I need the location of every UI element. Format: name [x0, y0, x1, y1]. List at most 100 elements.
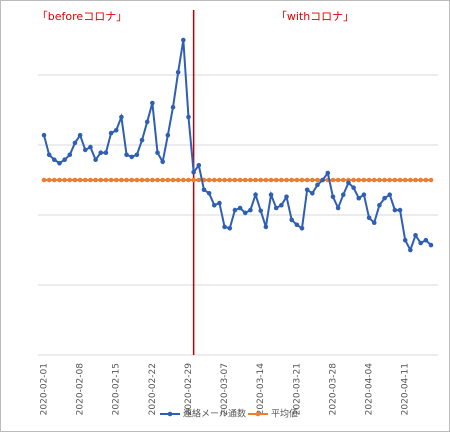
point	[206, 177, 212, 183]
point	[196, 177, 202, 183]
point	[382, 195, 387, 201]
point	[62, 177, 67, 183]
point	[423, 177, 429, 183]
point	[181, 37, 186, 43]
point	[279, 177, 284, 183]
point	[294, 177, 300, 183]
point	[134, 152, 140, 158]
point	[150, 100, 155, 106]
point	[273, 205, 279, 211]
point	[356, 177, 362, 183]
point	[144, 119, 150, 125]
point	[402, 177, 408, 183]
point	[62, 157, 67, 162]
x-tick-label: 2020-02-15	[112, 363, 122, 415]
point	[248, 207, 253, 213]
point	[46, 177, 52, 183]
point	[242, 210, 248, 216]
annotation: 「withコロナ」	[276, 10, 354, 23]
point	[413, 233, 418, 238]
point	[227, 177, 233, 183]
point	[340, 177, 346, 183]
point	[377, 202, 382, 208]
point	[113, 128, 119, 133]
point	[211, 202, 217, 208]
point	[170, 177, 176, 183]
point	[165, 177, 171, 183]
point	[93, 157, 98, 162]
point	[273, 177, 279, 183]
point	[242, 177, 248, 183]
point	[113, 177, 119, 183]
point	[371, 220, 377, 225]
legend-marker	[167, 411, 173, 417]
point	[351, 185, 356, 190]
point	[315, 182, 320, 188]
point	[428, 177, 434, 183]
point	[232, 177, 238, 183]
legend-marker	[255, 411, 261, 417]
point	[310, 191, 315, 196]
point	[387, 177, 393, 183]
point	[253, 177, 258, 183]
point	[402, 237, 408, 243]
point	[82, 177, 88, 183]
point	[191, 170, 196, 175]
point	[330, 194, 336, 200]
point	[175, 69, 181, 75]
x-tick-label: 2020-02-01	[40, 363, 50, 415]
point	[361, 177, 367, 183]
point	[423, 237, 429, 243]
point	[119, 114, 124, 120]
point	[315, 177, 320, 183]
point	[335, 205, 341, 211]
point	[294, 222, 300, 228]
point	[155, 177, 160, 183]
point	[289, 217, 294, 223]
x-tick-label: 2020-04-04	[365, 363, 375, 416]
point	[325, 170, 331, 176]
point	[413, 177, 418, 183]
point	[258, 208, 264, 214]
point	[217, 177, 222, 183]
legend-label: 連絡メール通数	[183, 408, 246, 420]
point	[237, 205, 243, 211]
point	[186, 114, 191, 120]
point	[46, 152, 52, 158]
point	[304, 177, 310, 183]
x-tick-label: 2020-03-07	[220, 363, 230, 415]
point	[258, 177, 264, 183]
point	[88, 177, 93, 183]
point	[108, 130, 114, 136]
point	[232, 207, 238, 213]
point	[299, 226, 305, 231]
point	[320, 177, 325, 183]
point	[41, 132, 47, 138]
point	[124, 177, 129, 183]
point	[392, 207, 398, 213]
point	[124, 152, 129, 158]
point	[289, 177, 294, 183]
point	[279, 202, 284, 208]
x-tick-label: 2020-03-21	[292, 363, 302, 415]
point	[366, 215, 372, 221]
point	[351, 177, 356, 183]
point	[377, 177, 382, 183]
point	[222, 224, 227, 230]
annotation: 「beforeコロナ」	[37, 10, 127, 23]
point	[217, 200, 222, 206]
point	[227, 226, 233, 231]
legend-label: 平均値	[271, 408, 298, 420]
point	[72, 140, 78, 146]
point	[119, 177, 124, 183]
point	[392, 177, 398, 183]
point	[67, 152, 73, 158]
point	[387, 192, 393, 197]
point	[181, 177, 186, 183]
point	[268, 192, 274, 197]
point	[310, 177, 315, 183]
point	[428, 242, 434, 248]
point	[139, 177, 145, 183]
